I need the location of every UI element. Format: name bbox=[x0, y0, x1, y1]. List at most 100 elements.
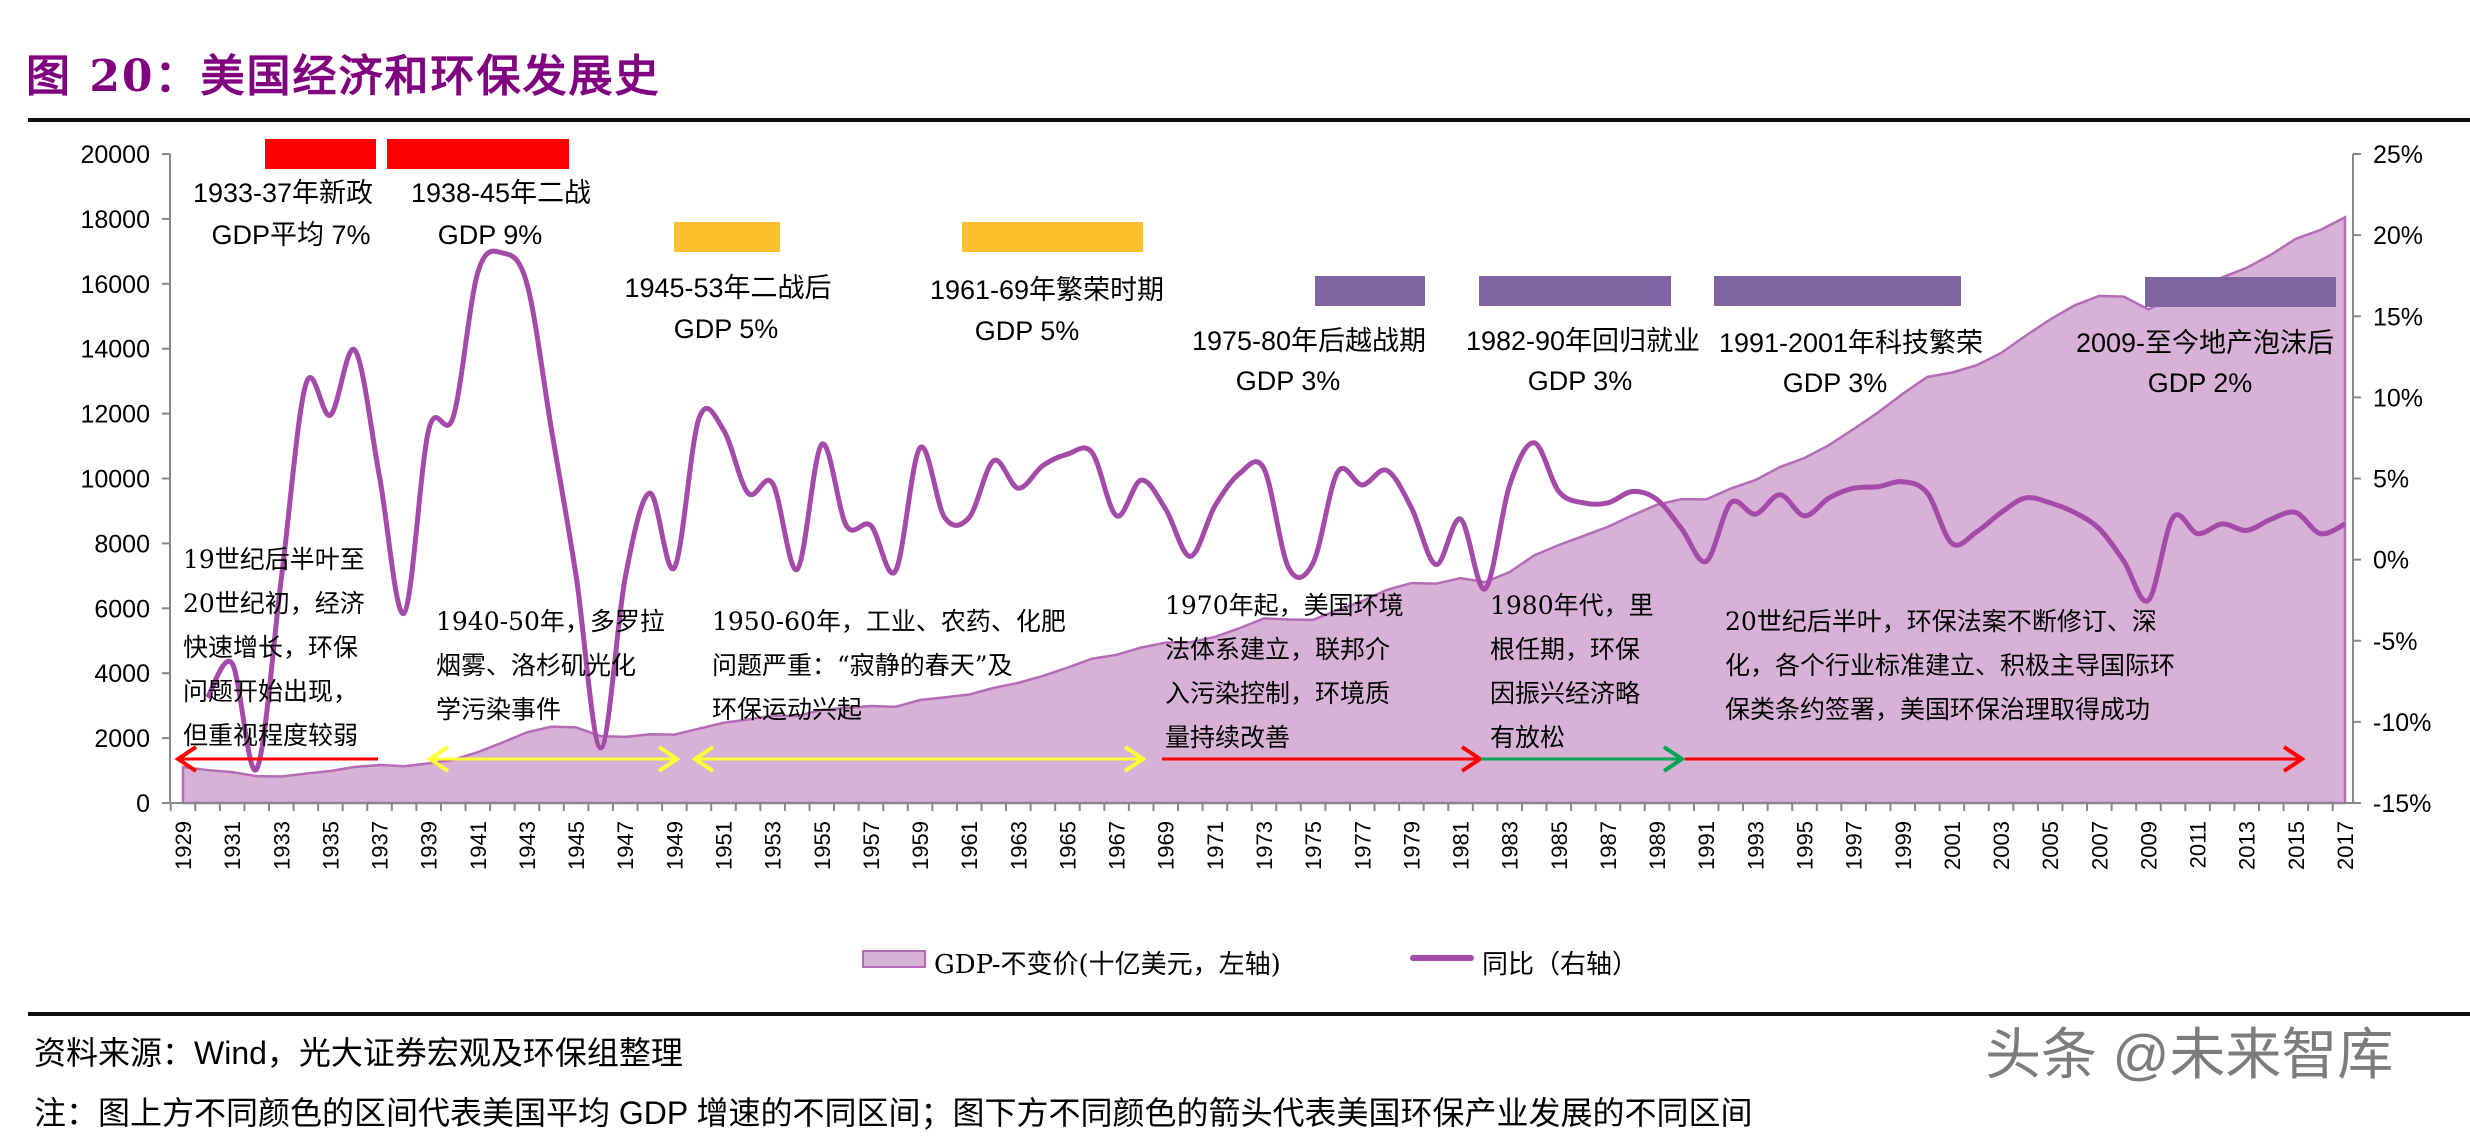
era-note-line: 因振兴经济略 bbox=[1490, 679, 1641, 708]
x-tick-label: 1931 bbox=[220, 821, 245, 870]
x-tick-label: 1965 bbox=[1055, 821, 1080, 870]
gdp-area bbox=[181, 215, 2347, 805]
era-arrow-head bbox=[1662, 745, 1686, 773]
x-tick-label: 1943 bbox=[515, 821, 540, 870]
top-divider bbox=[28, 118, 2470, 122]
x-tick-label: 1929 bbox=[171, 821, 196, 870]
x-tick-label: 1977 bbox=[1350, 821, 1375, 870]
x-tick-label: 2003 bbox=[1989, 821, 2014, 870]
period-bar bbox=[1315, 276, 1425, 306]
left-tick-label: 0 bbox=[136, 790, 150, 818]
right-tick-label: 0% bbox=[2373, 547, 2409, 575]
era-note-line: 化，各个行业标准建立、积极主导国际环 bbox=[1725, 651, 2176, 680]
period-bar bbox=[2145, 277, 2336, 307]
x-tick-label: 1987 bbox=[1596, 821, 1621, 870]
era-note: 19世纪后半叶至 20世纪初，经济 快速增长，环保 问题开始出现， 但重视程度较弱 bbox=[183, 538, 365, 758]
x-tick-label: 1957 bbox=[859, 821, 884, 870]
era-note-line: 入污染控制，环境质 bbox=[1165, 679, 1391, 708]
x-tick-label: 1997 bbox=[1842, 821, 1867, 870]
x-tick-label: 1963 bbox=[1006, 821, 1031, 870]
era-note-line: 学污染事件 bbox=[436, 695, 562, 724]
era-note-line: 有放松 bbox=[1490, 723, 1566, 752]
era-note-line: 1970年起，美国环境 bbox=[1165, 591, 1404, 620]
left-tick-label: 10000 bbox=[80, 466, 150, 494]
note-text: 注：图上方不同颜色的区间代表美国平均 GDP 增速的不同区间；图下方不同颜色的箭… bbox=[34, 1095, 1753, 1131]
era-note-line: 保类条约签署，美国环保治理取得成功 bbox=[1725, 695, 2151, 724]
x-tick-label: 2001 bbox=[1940, 821, 1965, 870]
period-bar bbox=[962, 222, 1143, 252]
era-note: 1940-50年，多罗拉 烟雾、洛杉矶光化 学污染事件 bbox=[436, 600, 665, 732]
era-arrow-head bbox=[174, 745, 198, 773]
period-label: 1975-80年后越战期 bbox=[1191, 326, 1427, 356]
era-note: 1950-60年，工业、农药、化肥 问题严重：“寂静的春天”及 环保运动兴起 bbox=[712, 600, 1066, 732]
era-note: 1980年代，里 根任期，环保 因振兴经济略 有放松 bbox=[1490, 584, 1654, 760]
x-tick-label: 1937 bbox=[368, 821, 393, 870]
period-gdp-label: GDP 9% bbox=[437, 220, 543, 250]
x-tick-label: 1999 bbox=[1891, 821, 1916, 870]
era-note-line: 问题开始出现， bbox=[183, 677, 359, 706]
x-tick-label: 1933 bbox=[269, 821, 294, 870]
x-tick-label: 1971 bbox=[1203, 821, 1228, 870]
era-arrow-head bbox=[657, 745, 681, 773]
era-note-line: 20世纪后半叶，环保法案不断修订、深 bbox=[1725, 607, 2157, 636]
period-bar bbox=[265, 139, 376, 169]
era-note: 20世纪后半叶，环保法案不断修订、深 化，各个行业标准建立、积极主导国际环 保类条约… bbox=[1725, 600, 2175, 732]
period-bar bbox=[1479, 276, 1671, 306]
growth-line bbox=[205, 248, 2347, 773]
left-tick-label: 14000 bbox=[80, 336, 150, 364]
period-bar bbox=[387, 139, 569, 169]
period-bar bbox=[1714, 276, 1961, 306]
era-arrow-head bbox=[2282, 745, 2306, 773]
x-tick-label: 2007 bbox=[2087, 821, 2112, 870]
x-tick-label: 1985 bbox=[1547, 821, 1572, 870]
period-label: 2009-至今地产泡沫后 bbox=[2075, 328, 2335, 358]
x-tick-label: 1959 bbox=[908, 821, 933, 870]
era-arrow-head bbox=[426, 745, 450, 773]
period-gdp-label: GDP 5% bbox=[673, 314, 779, 344]
x-tick-label: 1983 bbox=[1498, 821, 1523, 870]
x-tick-label: 1981 bbox=[1449, 821, 1474, 870]
period-label: 1982-90年回归就业 bbox=[1465, 326, 1701, 356]
x-tick-label: 2017 bbox=[2333, 821, 2358, 870]
era-note-line: 根任期，环保 bbox=[1490, 635, 1641, 664]
era-note-line: 1940-50年，多罗拉 bbox=[436, 607, 665, 636]
era-note-line: 法体系建立，联邦介 bbox=[1165, 635, 1391, 664]
era-note-line: 环保运动兴起 bbox=[712, 695, 863, 724]
left-tick-label: 12000 bbox=[80, 401, 150, 429]
period-label: 1933-37年新政 bbox=[192, 178, 374, 208]
period-gdp-label: GDP 2% bbox=[2147, 368, 2253, 398]
era-note-line: 烟雾、洛杉矶光化 bbox=[436, 651, 637, 680]
x-tick-label: 1935 bbox=[318, 821, 343, 870]
period-gdp-label: GDP 3% bbox=[1527, 366, 1633, 396]
source-text: 资料来源：Wind，光大证券宏观及环保组整理 bbox=[34, 1035, 683, 1071]
period-label: 1945-53年二战后 bbox=[624, 273, 832, 303]
x-tick-label: 1955 bbox=[810, 821, 835, 870]
watermark: 头条 @未来智库 bbox=[1985, 1023, 2394, 1086]
left-tick-label: 16000 bbox=[80, 271, 150, 299]
era-note-line: 快速增长，环保 bbox=[183, 633, 359, 662]
left-tick-label: 6000 bbox=[94, 595, 150, 623]
era-note-line: 19世纪后半叶至 bbox=[183, 545, 365, 574]
left-tick-label: 2000 bbox=[94, 725, 150, 753]
left-tick-label: 4000 bbox=[94, 660, 150, 688]
x-tick-label: 1975 bbox=[1301, 821, 1326, 870]
right-tick-label: 20% bbox=[2373, 222, 2423, 250]
era-note-line: 但重视程度较弱 bbox=[183, 721, 359, 750]
legend-swatch-gdp bbox=[862, 950, 926, 968]
era-arrow-head bbox=[1460, 745, 1484, 773]
x-tick-label: 1969 bbox=[1154, 821, 1179, 870]
right-tick-label: 5% bbox=[2373, 466, 2409, 494]
x-tick-label: 2009 bbox=[2136, 821, 2161, 870]
right-tick-label: -10% bbox=[2373, 709, 2431, 737]
right-tick-label: 15% bbox=[2373, 303, 2423, 331]
x-tick-label: 1961 bbox=[957, 821, 982, 870]
x-tick-label: 2013 bbox=[2235, 821, 2260, 870]
x-tick-label: 1973 bbox=[1252, 821, 1277, 870]
x-tick-label: 1941 bbox=[466, 821, 491, 870]
x-tick-label: 1979 bbox=[1399, 821, 1424, 870]
legend-label-growth: 同比（右轴） bbox=[1482, 950, 1639, 980]
period-gdp-label: GDP 5% bbox=[974, 316, 1080, 346]
left-tick-label: 20000 bbox=[80, 141, 150, 169]
x-tick-label: 1951 bbox=[712, 821, 737, 870]
